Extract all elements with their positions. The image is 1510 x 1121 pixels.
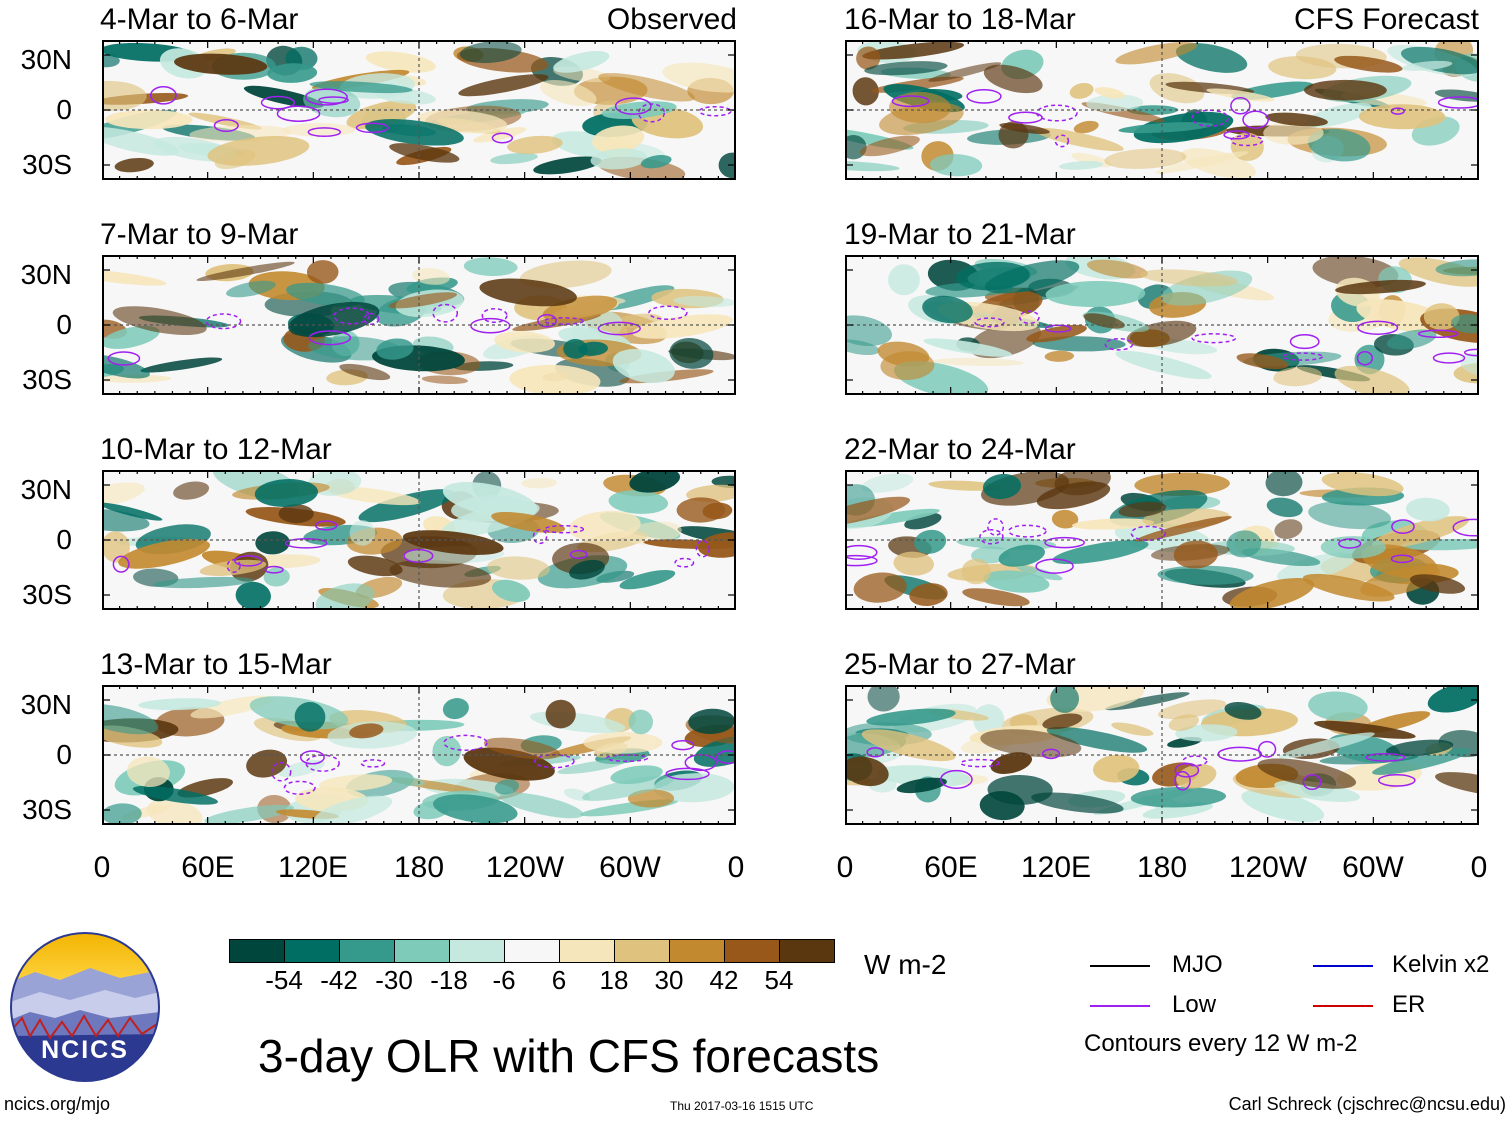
olr-map-panel (102, 40, 736, 180)
colorbar-tick: 6 (551, 965, 567, 995)
panel-title-right-3: 22-Mar to 24-Mar (844, 433, 1076, 466)
colorbar-tick: -54 (265, 965, 303, 995)
colorbar-tick: 54 (764, 965, 794, 995)
cfs-forecast-label: CFS Forecast (1293, 3, 1479, 36)
legend-line-kelvin (1313, 965, 1373, 967)
lon-label: 0 (836, 851, 854, 884)
panel-title-left-1: 4-Mar to 6-Mar (100, 3, 299, 36)
legend-line-mjo (1090, 965, 1150, 967)
contour-note: Contours every 12 W m-2 (1084, 1030, 1358, 1057)
lon-label: 0 (93, 851, 111, 884)
lat-label-eq: 0 (56, 309, 72, 340)
colorbar (229, 939, 835, 963)
colorbar-tick: 42 (709, 965, 739, 995)
panel-title-left-3: 10-Mar to 12-Mar (100, 433, 332, 466)
lat-label-30n: 30N (20, 474, 72, 505)
lon-label: 120W (1228, 851, 1308, 884)
lat-label-eq: 0 (56, 94, 72, 125)
colorbar-swatch (559, 939, 615, 963)
colorbar-tick: -18 (430, 965, 468, 995)
colorbar-swatch (339, 939, 395, 963)
colorbar-swatch (449, 939, 505, 963)
olr-map-panel (845, 40, 1479, 180)
panel-title-right-2: 19-Mar to 21-Mar (844, 218, 1076, 251)
colorbar-swatch (669, 939, 725, 963)
colorbar-swatch (614, 939, 670, 963)
olr-map-panel (102, 470, 736, 610)
colorbar-swatch (779, 939, 835, 963)
panel-title-left-4: 13-Mar to 15-Mar (100, 648, 332, 681)
lat-label-30s: 30S (22, 579, 72, 610)
olr-map-panel (845, 255, 1479, 395)
colorbar-swatch (394, 939, 450, 963)
footer-timestamp: Thu 2017-03-16 1515 UTC (670, 1099, 814, 1113)
lon-label: 120E (1020, 851, 1092, 884)
legend-label-low: Low (1172, 991, 1217, 1018)
lat-label-30n: 30N (20, 259, 72, 290)
ncics-logo-text: NCICS (41, 1036, 129, 1064)
lat-label-eq: 0 (56, 739, 72, 770)
colorbar-swatch (284, 939, 340, 963)
panel-title-left-2: 7-Mar to 9-Mar (100, 218, 299, 251)
observed-label: Observed (606, 3, 737, 36)
ncics-logo: NCICS (10, 932, 160, 1082)
lon-label: 0 (1470, 851, 1488, 884)
olr-map-panel (845, 470, 1479, 610)
colorbar-swatch (229, 939, 285, 963)
olr-map-panel (845, 685, 1479, 825)
olr-map-panel (102, 255, 736, 395)
colorbar-tick: 30 (654, 965, 684, 995)
lon-label: 120E (277, 851, 349, 884)
lon-label: 60W (599, 851, 661, 884)
panel-title-right-1: 16-Mar to 18-Mar (844, 3, 1076, 36)
colorbar-swatch (504, 939, 560, 963)
colorbar-swatch (724, 939, 780, 963)
lon-label: 60E (924, 851, 978, 884)
lat-label-30s: 30S (22, 149, 72, 180)
main-title: 3-day OLR with CFS forecasts (258, 1030, 880, 1082)
lon-label: 120W (485, 851, 565, 884)
lon-label: 180 (393, 851, 445, 884)
lat-label-30n: 30N (20, 44, 72, 75)
lon-label: 60E (181, 851, 235, 884)
olr-map-panel (102, 685, 736, 825)
colorbar-tick: -42 (320, 965, 358, 995)
lat-label-30s: 30S (22, 364, 72, 395)
lon-label: 180 (1136, 851, 1188, 884)
lat-label-30n: 30N (20, 689, 72, 720)
footer-url[interactable]: ncics.org/mjo (4, 1094, 111, 1114)
lat-label-eq: 0 (56, 524, 72, 555)
colorbar-tick: 18 (599, 965, 629, 995)
panel-title-right-4: 25-Mar to 27-Mar (844, 648, 1076, 681)
lat-label-30s: 30S (22, 794, 72, 825)
colorbar-units: W m-2 (864, 949, 947, 980)
lon-label: 60W (1342, 851, 1404, 884)
colorbar-tick: -6 (492, 965, 516, 995)
lon-label: 0 (727, 851, 745, 884)
legend-label-er: ER (1392, 991, 1426, 1018)
legend-line-er (1313, 1005, 1373, 1007)
legend-line-low (1090, 1005, 1150, 1007)
colorbar-tick: -30 (375, 965, 413, 995)
legend-label-kelvin: Kelvin x2 (1392, 951, 1490, 978)
legend-label-mjo: MJO (1172, 951, 1223, 978)
footer-credit: Carl Schreck (cjschrec@ncsu.edu) (1228, 1094, 1506, 1114)
